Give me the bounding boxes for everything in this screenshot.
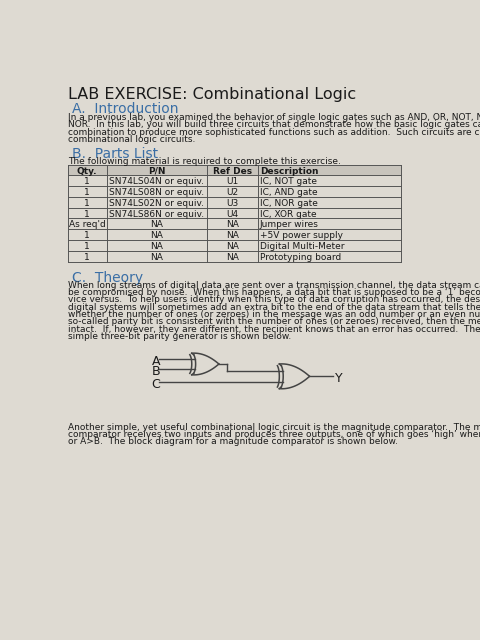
- Text: comparator receives two inputs and produces three outputs, one of which goes ‘hi: comparator receives two inputs and produ…: [68, 430, 480, 439]
- Text: 1: 1: [84, 231, 90, 240]
- Text: 1: 1: [84, 210, 90, 219]
- Text: U2: U2: [227, 188, 239, 197]
- Text: NA: NA: [226, 231, 239, 240]
- Text: 1: 1: [84, 199, 90, 208]
- Text: In a previous lab, you examined the behavior of single logic gates such as AND, : In a previous lab, you examined the beha…: [68, 113, 480, 122]
- Text: or A>B.  The block diagram for a magnitude comparator is shown below.: or A>B. The block diagram for a magnitud…: [68, 437, 397, 446]
- Text: NA: NA: [226, 253, 239, 262]
- Bar: [68, 164, 401, 175]
- Text: Another simple, yet useful combinational logic circuit is the magnitude comparat: Another simple, yet useful combinational…: [68, 422, 480, 431]
- Text: LAB EXERCISE: Combinational Logic: LAB EXERCISE: Combinational Logic: [68, 87, 356, 102]
- Text: Digital Multi-Meter: Digital Multi-Meter: [260, 242, 345, 251]
- Text: 1: 1: [84, 253, 90, 262]
- Text: SN74LS02N or equiv.: SN74LS02N or equiv.: [109, 199, 204, 208]
- Text: combination to produce more sophisticated functions such as addition.  Such circ: combination to produce more sophisticate…: [68, 127, 480, 136]
- Text: NA: NA: [150, 231, 163, 240]
- Text: NA: NA: [150, 253, 163, 262]
- Text: +5V power supply: +5V power supply: [260, 231, 343, 240]
- Text: Jumper wires: Jumper wires: [260, 220, 319, 229]
- Text: digital systems will sometimes add an extra bit to the end of the data stream th: digital systems will sometimes add an ex…: [68, 303, 480, 312]
- Text: IC, XOR gate: IC, XOR gate: [260, 210, 317, 219]
- Text: C: C: [152, 378, 160, 391]
- Text: intact.  If, however, they are different, the recipient knows that an error has : intact. If, however, they are different,…: [68, 324, 480, 333]
- Text: U1: U1: [226, 177, 239, 186]
- Text: SN74LS04N or equiv.: SN74LS04N or equiv.: [109, 177, 204, 186]
- Text: Qty.: Qty.: [77, 166, 97, 175]
- Text: IC, AND gate: IC, AND gate: [260, 188, 318, 197]
- Text: The following material is required to complete this exercise.: The following material is required to co…: [68, 157, 341, 166]
- Text: simple three-bit parity generator is shown below.: simple three-bit parity generator is sho…: [68, 332, 291, 341]
- Text: Ref Des: Ref Des: [213, 166, 252, 175]
- Text: combinational logic circuits.: combinational logic circuits.: [68, 135, 195, 144]
- Text: IC, NOR gate: IC, NOR gate: [260, 199, 318, 208]
- Text: U3: U3: [226, 199, 239, 208]
- Text: IC, NOT gate: IC, NOT gate: [260, 177, 317, 186]
- Text: 1: 1: [84, 242, 90, 251]
- Text: 1: 1: [84, 188, 90, 197]
- Text: Description: Description: [260, 166, 318, 175]
- Text: P/N: P/N: [148, 166, 166, 175]
- Text: SN74LS08N or equiv.: SN74LS08N or equiv.: [109, 188, 204, 197]
- Text: A.  Introduction: A. Introduction: [72, 102, 179, 116]
- Text: NA: NA: [226, 220, 239, 229]
- Text: NA: NA: [150, 242, 163, 251]
- Text: Y: Y: [335, 372, 343, 385]
- Text: vice versus.  To help users identify when this type of data corruption has occur: vice versus. To help users identify when…: [68, 296, 480, 305]
- Text: SN74LS86N or equiv.: SN74LS86N or equiv.: [109, 210, 204, 219]
- Text: A: A: [152, 355, 160, 368]
- Text: As req'd: As req'd: [69, 220, 106, 229]
- Text: U4: U4: [227, 210, 239, 219]
- Text: B.  Parts List: B. Parts List: [72, 147, 158, 161]
- Text: NOR.  In this lab, you will build three circuits that demonstrate how the basic : NOR. In this lab, you will build three c…: [68, 120, 480, 129]
- Text: whether the number of ones (or zeroes) in the message was an odd number or an ev: whether the number of ones (or zeroes) i…: [68, 310, 480, 319]
- Text: Prototyping board: Prototyping board: [260, 253, 341, 262]
- Text: 1: 1: [84, 177, 90, 186]
- Text: B: B: [152, 365, 160, 378]
- Text: NA: NA: [150, 220, 163, 229]
- Text: NA: NA: [226, 242, 239, 251]
- Text: When long streams of digital data are sent over a transmission channel, the data: When long streams of digital data are se…: [68, 281, 480, 290]
- Text: be compromised by noise.  When this happens, a data bit that is supposed to be a: be compromised by noise. When this happe…: [68, 288, 480, 297]
- Text: so-called parity bit is consistent with the number of ones (or zeroes) received,: so-called parity bit is consistent with …: [68, 317, 480, 326]
- Text: C.  Theory: C. Theory: [72, 271, 144, 285]
